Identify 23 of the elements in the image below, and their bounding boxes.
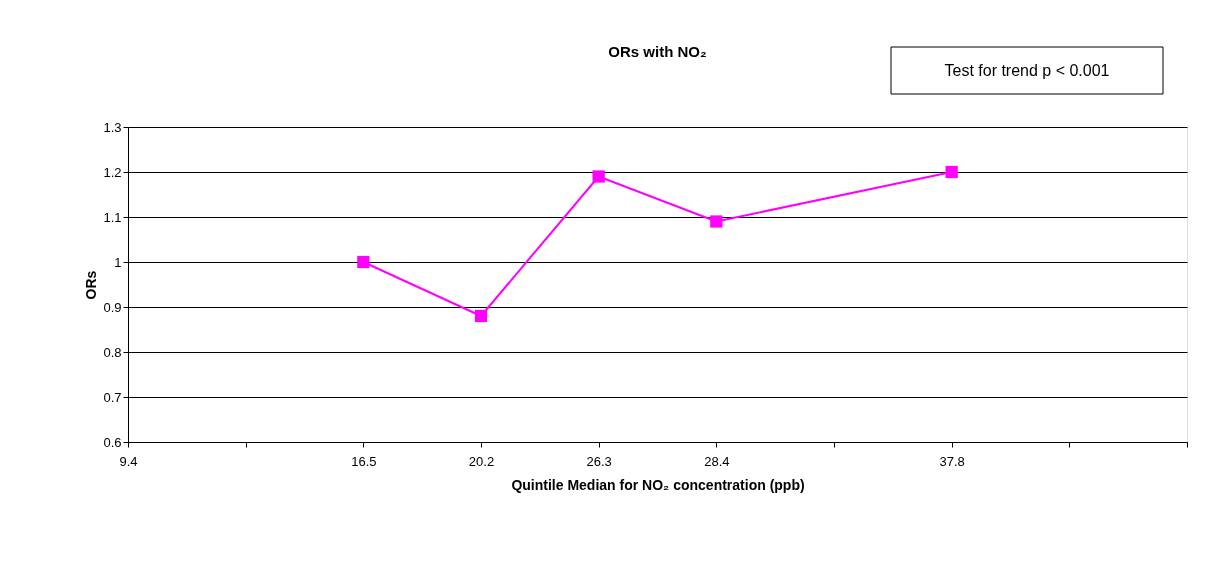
text: Test for trend p < 0.001 (944, 62, 1110, 79)
x-tick-label: 16.5 (351, 453, 377, 469)
x-tick-label: 37.8 (939, 453, 965, 469)
x-tick-label: 9.4 (119, 453, 138, 469)
y-tick-label: 1 (114, 254, 122, 270)
point (710, 215, 723, 228)
y-tick-label: 0.7 (103, 389, 122, 405)
y-axis-title: ORs (83, 270, 100, 300)
x-axis-title: Quintile Median for NO₂ concentration (ppb) (511, 476, 805, 493)
y-tick-label: 0.9 (103, 299, 122, 315)
y-tick-label: 1.3 (103, 119, 122, 135)
x-tick-label: 26.3 (586, 453, 612, 469)
point (945, 165, 958, 179)
point (357, 255, 370, 269)
y-tick-label: 1.2 (103, 164, 122, 180)
point (474, 309, 488, 323)
y-tick-label: 0.8 (103, 344, 122, 360)
y-tick-label: 0.6 (103, 434, 122, 450)
chart-title: ORs with NO₂ (608, 43, 707, 60)
point (592, 170, 605, 183)
y-tick-label: 1.1 (103, 209, 122, 225)
x-tick-label: 20.2 (468, 453, 495, 469)
x-tick-label: 28.4 (704, 453, 730, 469)
